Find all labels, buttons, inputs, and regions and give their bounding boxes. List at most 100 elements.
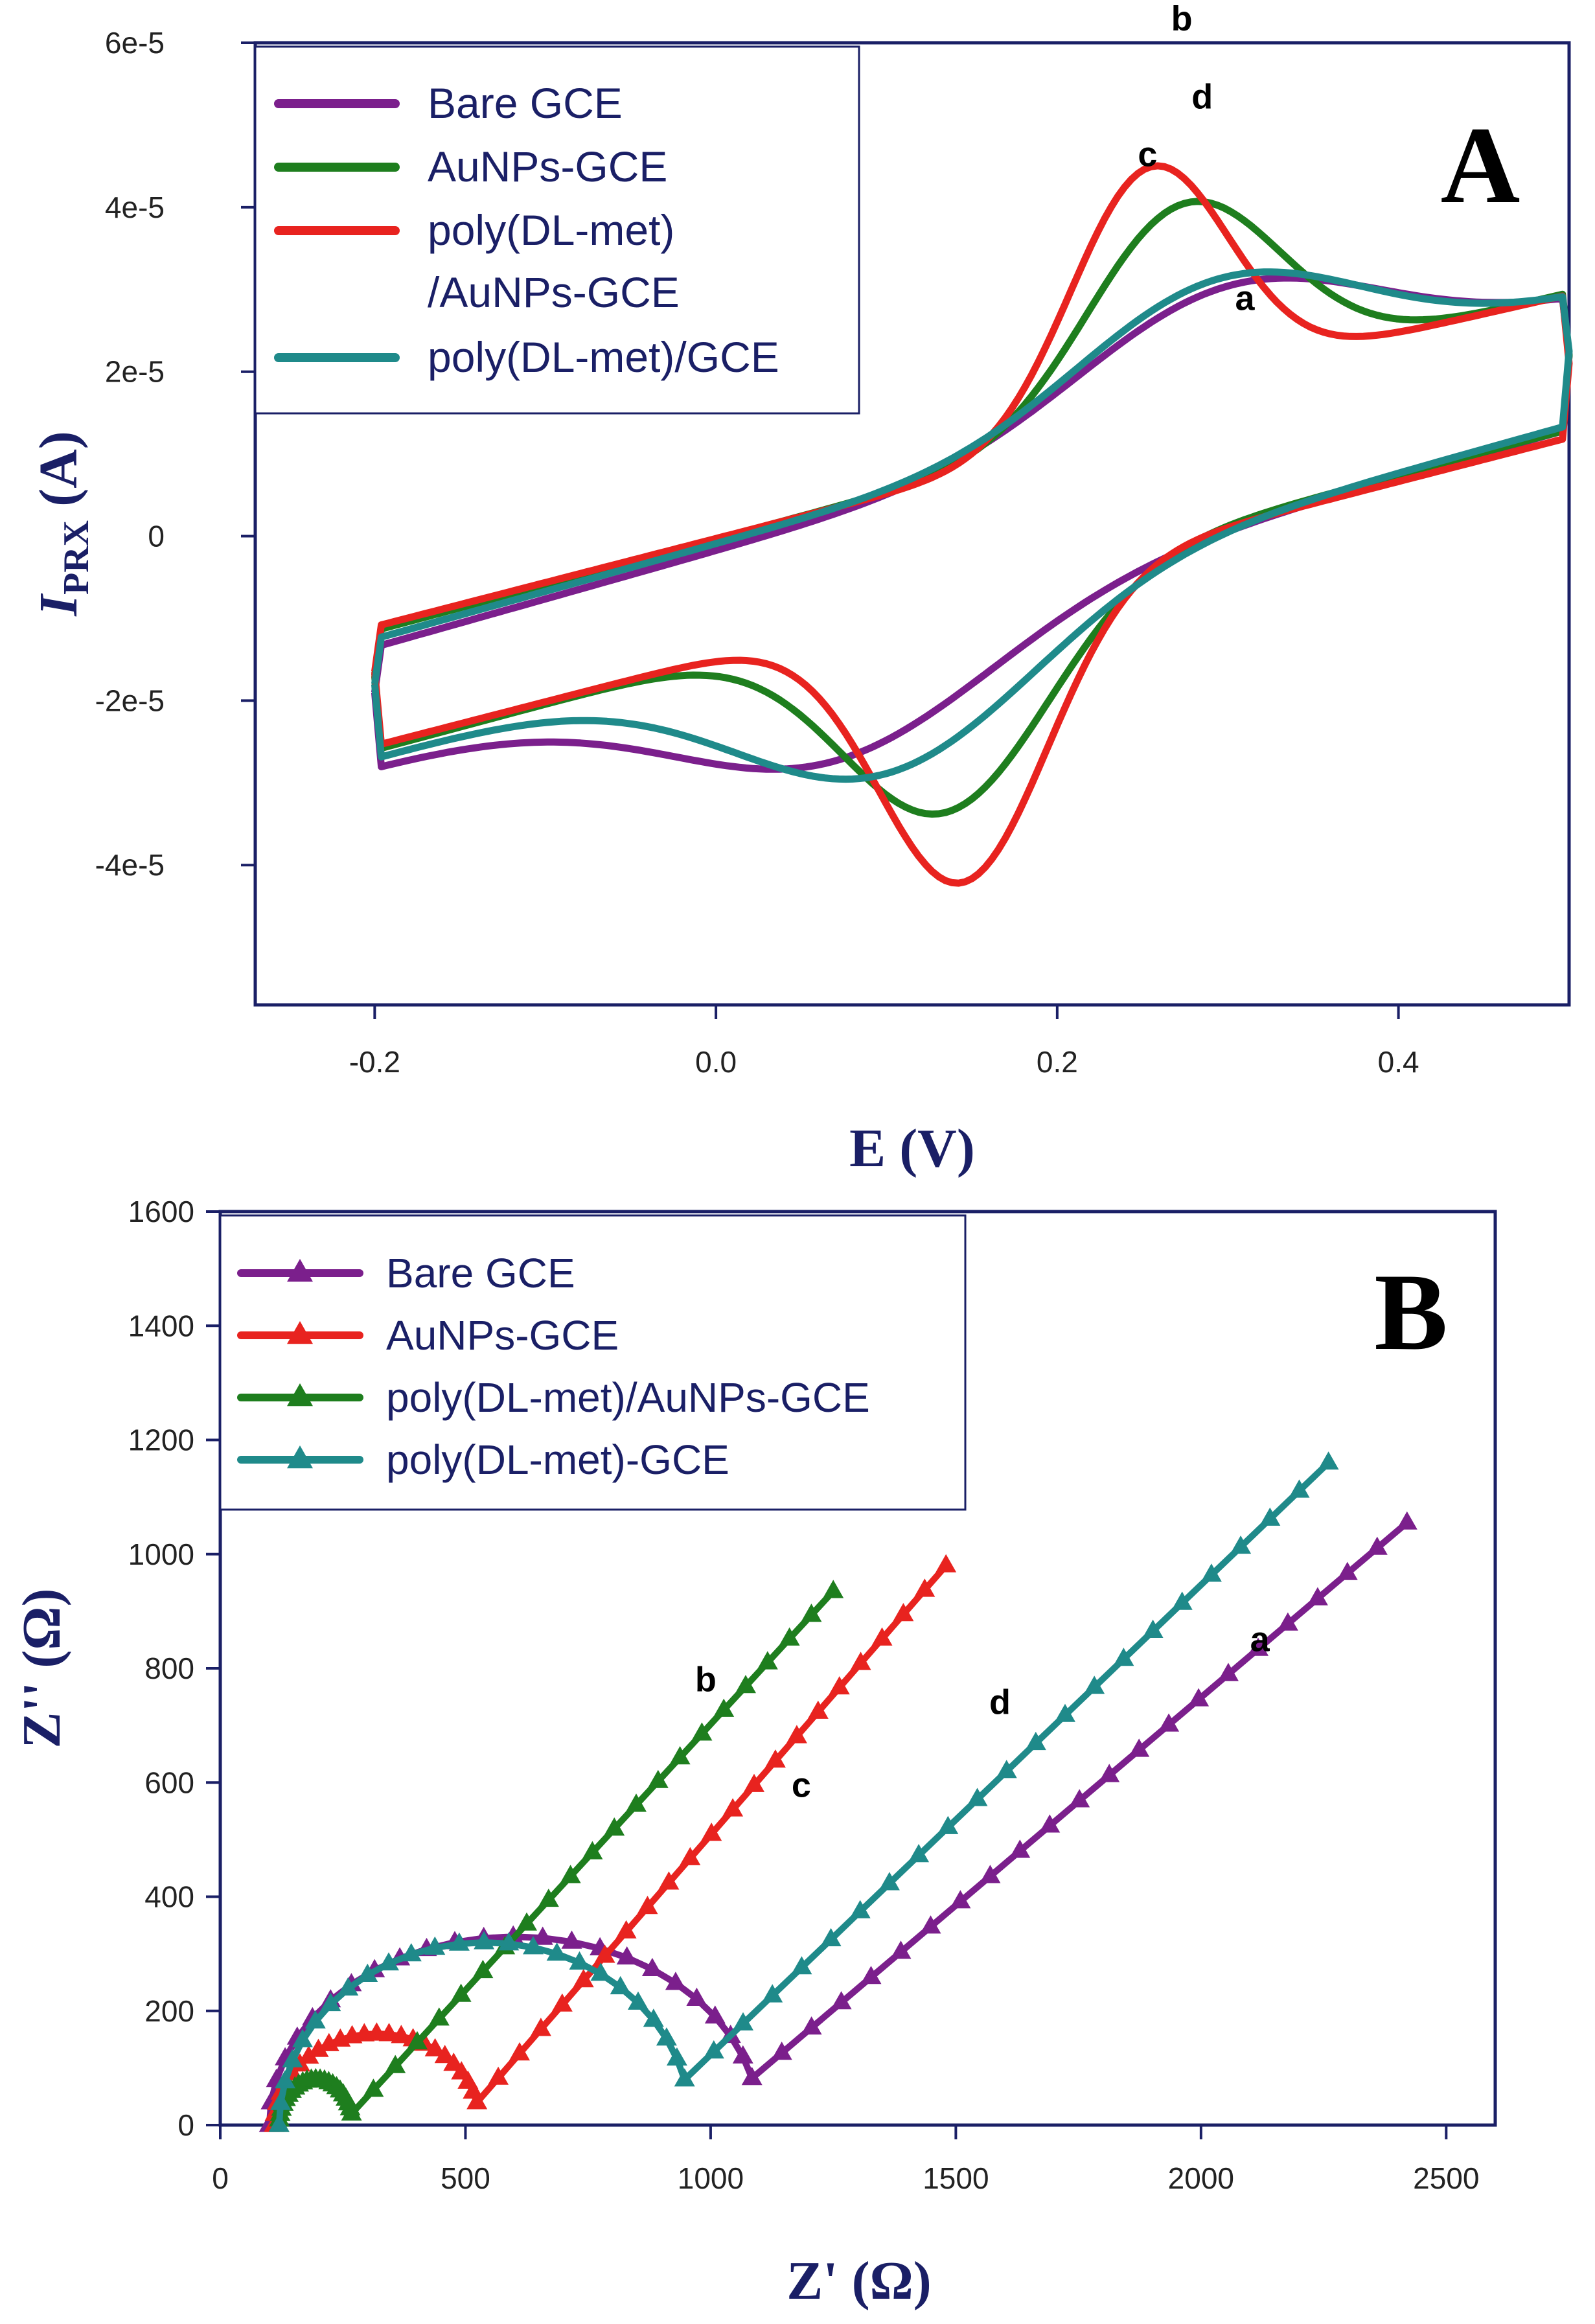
panel-a-curves <box>371 162 1573 887</box>
eis-marker-poly-dl-met-gce <box>820 1927 842 1946</box>
eis-marker-poly-dl-met-gce <box>628 1991 648 2010</box>
panel-b-chart: 0 500 1000 1500 2000 2500 0 200 400 600 800 1000 120… <box>12 1195 1497 2311</box>
panel-a-y-axis-title: IPRX (A) <box>29 431 97 616</box>
eis-marker-bare-gce <box>741 2067 763 2086</box>
legend-label-aunps-gce: AuNPs-GCE <box>428 143 667 190</box>
eis-curve-aunps-gce <box>271 1563 948 2126</box>
eis-marker-aunps-gce <box>615 1920 637 1939</box>
eis-marker-poly-dl-met-gce <box>448 1932 470 1951</box>
eis-marker-bare-gce <box>980 1865 1001 1883</box>
eis-curve-label-d: d <box>989 1683 1011 1722</box>
eis-marker-aunps-gce <box>434 2045 455 2064</box>
eis-marker-bare-gce <box>532 1926 553 1945</box>
eis-marker-bare-gce <box>860 1966 882 1985</box>
panel-a-x-tick-label: -0.2 <box>349 1045 400 1079</box>
eis-marker-bare-gce <box>1248 1637 1268 1656</box>
eis-marker-bare-gce <box>561 1930 582 1949</box>
eis-marker-poly-dl-met-gce <box>643 2008 664 2027</box>
eis-marker-bare-gce <box>1158 1713 1180 1732</box>
eis-marker-bare-gce <box>1129 1738 1150 1757</box>
eis-marker-poly-dl-met-aunps-gce <box>363 2078 384 2097</box>
eis-marker-bare-gce <box>686 1987 707 2006</box>
eis-marker-aunps-gce <box>744 1773 764 1792</box>
eis-marker-bare-gce <box>704 2005 726 2024</box>
eis-marker-poly-dl-met-gce <box>546 1942 568 1961</box>
eis-marker-poly-dl-met-aunps-gce <box>560 1865 581 1883</box>
eis-marker-aunps-gce <box>893 1603 914 1622</box>
eis-marker-poly-dl-met-aunps-gce <box>735 1675 756 1694</box>
panel-a-axes: -0.2 0.0 0.2 0.4 -4e-5 -2e-5 0 2e-5 4e-5 6e-5 <box>95 26 1419 1079</box>
cv-curve-label-c: c <box>1138 135 1157 174</box>
eis-marker-poly-dl-met-aunps-gce <box>604 1817 625 1836</box>
eis-marker-aunps-gce <box>850 1651 871 1670</box>
eis-marker-aunps-gce <box>551 1993 573 2012</box>
eis-marker-poly-dl-met-gce <box>1025 1731 1046 1751</box>
eis-marker-poly-dl-met-aunps-gce <box>341 2102 362 2121</box>
eis-marker-poly-dl-met-gce <box>1230 1536 1252 1554</box>
eis-marker-poly-dl-met-aunps-gce <box>385 2054 406 2073</box>
eis-marker-bare-gce <box>1039 1814 1061 1833</box>
eis-marker-poly-dl-met-gce <box>1259 1507 1281 1526</box>
legend-marker-poly-dl-met-aunps-gce <box>287 1383 313 1407</box>
eis-curve-poly-dl-met-aunps-gce <box>275 1589 836 2126</box>
eis-marker-poly-dl-met-gce <box>378 1952 399 1971</box>
eis-marker-aunps-gce <box>594 1944 615 1963</box>
eis-marker-poly-dl-met-gce <box>424 1936 446 1955</box>
eis-marker-poly-dl-met-gce <box>498 1932 520 1951</box>
panel-b-x-tick-label: 2000 <box>1168 2161 1234 2195</box>
panel-a-curve-labels: a c b d <box>1138 0 1256 318</box>
eis-marker-poly-dl-met-gce <box>1113 1648 1134 1666</box>
eis-marker-poly-dl-met-aunps-gce <box>428 2007 450 2026</box>
eis-marker-poly-dl-met-gce <box>304 2010 326 2029</box>
eis-marker-poly-dl-met-aunps-gce <box>669 1746 691 1765</box>
eis-marker-aunps-gce <box>722 1798 744 1817</box>
legend-marker-aunps-gce <box>287 1321 313 1344</box>
eis-marker-aunps-gce <box>764 1749 786 1768</box>
eis-marker-aunps-gce <box>298 2045 319 2064</box>
eis-marker-poly-dl-met-aunps-gce <box>757 1651 778 1670</box>
legend-label-bare-gce: Bare GCE <box>428 79 623 127</box>
panel-b-curve-labels: a c b d <box>695 1620 1270 1805</box>
eis-marker-bare-gce <box>1307 1587 1328 1605</box>
eis-marker-aunps-gce <box>807 1700 829 1719</box>
panel-a-legend: Bare GCE AuNPs-GCE poly(DL-met) /AuNPs-GCE p… <box>254 45 860 415</box>
eis-marker-aunps-gce <box>786 1725 807 1743</box>
eis-curve-bare-gce <box>266 1520 1410 2126</box>
eis-marker-bare-gce <box>1396 1511 1417 1530</box>
panel-b-x-tick-label: 1500 <box>923 2161 989 2195</box>
eis-marker-poly-dl-met-aunps-gce <box>713 1698 735 1717</box>
panel-b-curves <box>258 1451 1417 2132</box>
eis-marker-aunps-gce <box>829 1676 850 1695</box>
panel-b-y-tick-label: 1400 <box>128 1309 194 1342</box>
eis-curve-label-a: a <box>1250 1620 1270 1659</box>
eis-marker-poly-dl-met-aunps-gce <box>538 1889 559 1907</box>
eis-marker-aunps-gce <box>488 2066 509 2085</box>
panel-a-x-axis-title: E (V) <box>849 1118 975 1179</box>
legend-label-poly-dl-met-gce: poly(DL-met)/GCE <box>428 333 779 381</box>
eis-marker-poly-dl-met-gce <box>292 2029 313 2047</box>
eis-marker-poly-dl-met-gce <box>610 1975 631 1995</box>
eis-marker-poly-dl-met-gce <box>791 1956 812 1975</box>
eis-marker-bare-gce <box>831 1991 852 2010</box>
eis-marker-poly-dl-met-aunps-gce <box>823 1580 844 1598</box>
eis-marker-poly-dl-met-aunps-gce <box>801 1604 822 1622</box>
panel-a-y-tick-label: 2e-5 <box>105 355 165 389</box>
eis-marker-poly-dl-met-gce <box>320 1992 341 2012</box>
eis-marker-poly-dl-met-aunps-gce <box>407 2031 428 2050</box>
eis-marker-poly-dl-met-gce <box>674 2068 695 2087</box>
cv-curve-label-a: a <box>1235 279 1256 318</box>
eis-marker-poly-dl-met-gce <box>849 1900 871 1918</box>
panel-b-y-tick-label: 0 <box>178 2108 194 2142</box>
eis-marker-poly-dl-met-gce <box>1289 1479 1310 1498</box>
panel-a-plot-frame <box>253 41 1571 1007</box>
eis-curve-label-b: b <box>695 1660 717 1699</box>
panel-a-y-axis-unit: (A) <box>29 431 89 520</box>
eis-marker-bare-gce <box>1337 1561 1358 1580</box>
panel-a-y-axis-symbol: I <box>29 593 89 617</box>
panel-b-y-tick-label: 1000 <box>128 1537 194 1571</box>
panel-a-chart: -0.2 0.0 0.2 0.4 -4e-5 -2e-5 0 2e-5 4e-5 6e-5 a c b… <box>29 0 1573 1179</box>
eis-marker-bare-gce <box>665 1972 686 1990</box>
eis-marker-bare-gce <box>1218 1662 1239 1681</box>
eis-marker-poly-dl-met-gce <box>400 1943 422 1962</box>
eis-marker-poly-dl-met-aunps-gce <box>779 1627 800 1646</box>
